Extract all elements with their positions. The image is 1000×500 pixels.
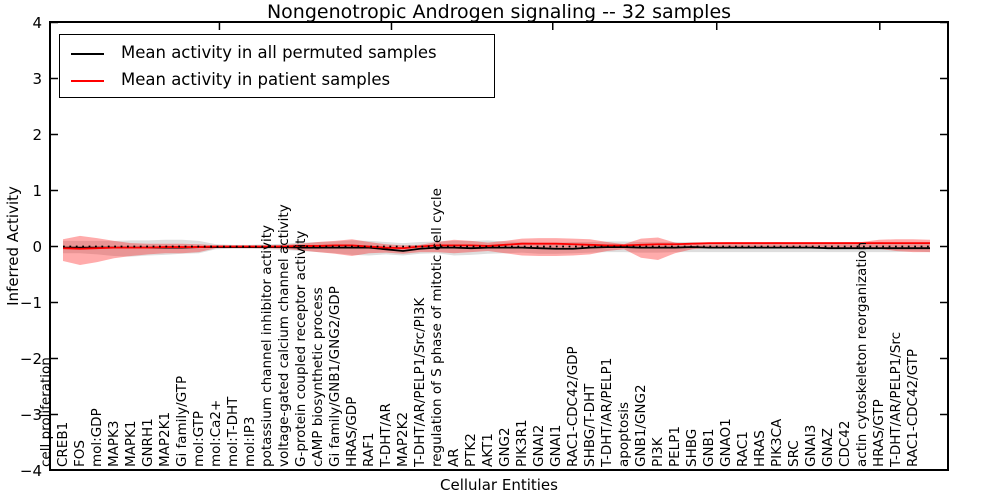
patient-mean-line — [62, 242, 930, 250]
legend-row-patient: Mean activity in patient samples — [60, 66, 494, 93]
x-axis-label: Cellular Entities — [440, 476, 558, 494]
y-tick-label: −4 — [19, 461, 42, 480]
chart-title: Nongenotropic Androgen signaling -- 32 s… — [266, 1, 732, 23]
y-axis-label: Inferred Activity — [4, 186, 22, 306]
legend-label-patient-samples: Mean activity in patient samples — [121, 70, 391, 89]
legend-line-patient-samples — [71, 79, 104, 82]
y-tick-label: 3 — [32, 69, 42, 88]
y-tick-label: −3 — [19, 405, 42, 424]
y-tick-label: 2 — [32, 125, 42, 144]
legend-label-permuted-samples: Mean activity in all permuted samples — [121, 43, 437, 62]
legend-row-permuted: Mean activity in all permuted samples — [60, 39, 494, 66]
legend-line-permuted-samples — [71, 52, 104, 55]
y-tick-label: −2 — [19, 349, 42, 368]
legend: Mean activity in all permuted samples Me… — [59, 34, 495, 98]
chart-canvas — [51, 23, 947, 416]
plot-area: 4 3 2 1 0 −1 −2 −3 −4 cell proliferation CREB1 FOS… — [20, 14, 949, 480]
y-tick-label: 4 — [32, 13, 42, 32]
